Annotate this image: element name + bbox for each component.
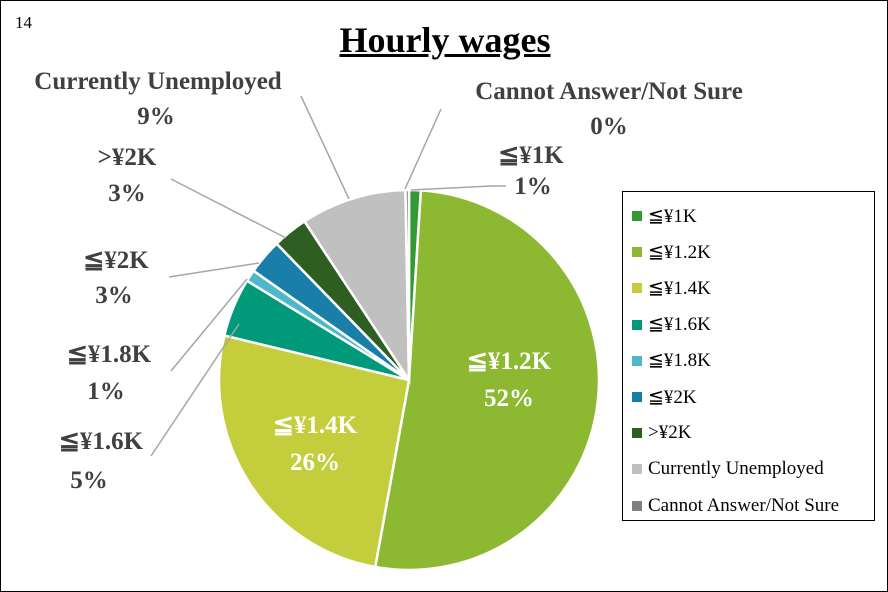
legend-item: ≦¥1.4K bbox=[623, 270, 874, 306]
legend-item: ≦¥1.6K bbox=[623, 307, 874, 343]
pie-slice bbox=[404, 188, 411, 381]
page-number: 14 bbox=[15, 13, 32, 32]
legend-item: Cannot Answer/Not Sure bbox=[623, 488, 874, 524]
legend-item: ≦¥1K bbox=[623, 198, 874, 234]
slice-category-label: ≦¥1.6K bbox=[59, 428, 144, 455]
slice-percent-label: 3% bbox=[95, 282, 133, 309]
legend-label: ≦¥1.8K bbox=[648, 350, 711, 372]
slice-percent-label: 52% bbox=[484, 385, 534, 412]
slice-category-label: ≦¥1K bbox=[498, 142, 564, 169]
slice-percent-label: 1% bbox=[514, 173, 552, 200]
pie-slice bbox=[217, 333, 411, 569]
legend-swatch bbox=[632, 355, 642, 366]
leader-line bbox=[170, 278, 248, 372]
legend-swatch bbox=[632, 211, 642, 222]
slice-category-label: Cannot Answer/Not Sure bbox=[475, 78, 743, 105]
legend-swatch bbox=[632, 500, 642, 511]
pie-slice bbox=[373, 189, 601, 572]
leader-line bbox=[150, 323, 240, 457]
legend-swatch bbox=[632, 464, 642, 475]
legend-item: ≦¥2K bbox=[623, 379, 874, 415]
legend-label: Currently Unemployed bbox=[648, 458, 824, 480]
legend-label: ≦¥1K bbox=[648, 205, 697, 227]
legend-swatch bbox=[632, 428, 642, 439]
legend-swatch bbox=[632, 247, 642, 258]
chart-title: Hourly wages bbox=[339, 20, 551, 60]
legend-label: ≦¥1.4K bbox=[648, 277, 711, 299]
slice-percent-label: 0% bbox=[590, 113, 628, 140]
legend-label: Cannot Answer/Not Sure bbox=[648, 494, 840, 516]
legend-item: Currently Unemployed bbox=[623, 451, 874, 487]
leader-line bbox=[404, 108, 442, 190]
leader-line bbox=[410, 185, 506, 191]
slice-category-label: >¥2K bbox=[98, 144, 157, 171]
legend-item: >¥2K bbox=[623, 415, 874, 451]
slice-category-label: ≦¥1.2K bbox=[467, 348, 552, 375]
legend-item: ≦¥1.8K bbox=[623, 343, 874, 379]
slice-category-label: ≦¥1.4K bbox=[273, 412, 358, 439]
legend-item: ≦¥1.2K bbox=[623, 234, 874, 270]
legend: ≦¥1K ≦¥1.2K ≦¥1.4K ≦¥1.6K ≦¥1.8K ≦¥2K >¥2K Curr… bbox=[622, 191, 875, 521]
slice-percent-label: 3% bbox=[108, 180, 146, 207]
slice-category-label: ≦¥1.8K bbox=[67, 341, 152, 368]
slice-percent-label: 26% bbox=[290, 449, 340, 476]
pie-slice bbox=[302, 188, 411, 385]
slice-category-label: Currently Unemployed bbox=[34, 68, 282, 95]
slice-category-label: ≦¥2K bbox=[83, 247, 149, 274]
legend-swatch bbox=[632, 283, 642, 294]
leader-line bbox=[170, 178, 287, 239]
leader-line bbox=[168, 262, 260, 278]
legend-swatch bbox=[632, 392, 642, 403]
legend-label: ≦¥1.6K bbox=[648, 314, 711, 336]
legend-swatch bbox=[632, 319, 642, 330]
legend-label: ≦¥2K bbox=[648, 386, 697, 408]
leader-line bbox=[300, 95, 350, 200]
legend-label: ≦¥1.2K bbox=[648, 241, 711, 263]
slice-percent-label: 1% bbox=[87, 378, 125, 405]
slice-percent-label: 5% bbox=[70, 467, 108, 494]
legend-label: >¥2K bbox=[648, 422, 692, 444]
slice-percent-label: 9% bbox=[137, 103, 175, 130]
